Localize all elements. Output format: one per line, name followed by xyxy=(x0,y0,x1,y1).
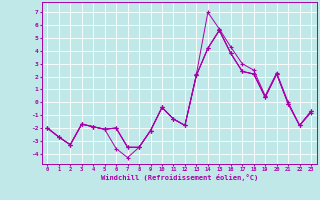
X-axis label: Windchill (Refroidissement éolien,°C): Windchill (Refroidissement éolien,°C) xyxy=(100,174,258,181)
